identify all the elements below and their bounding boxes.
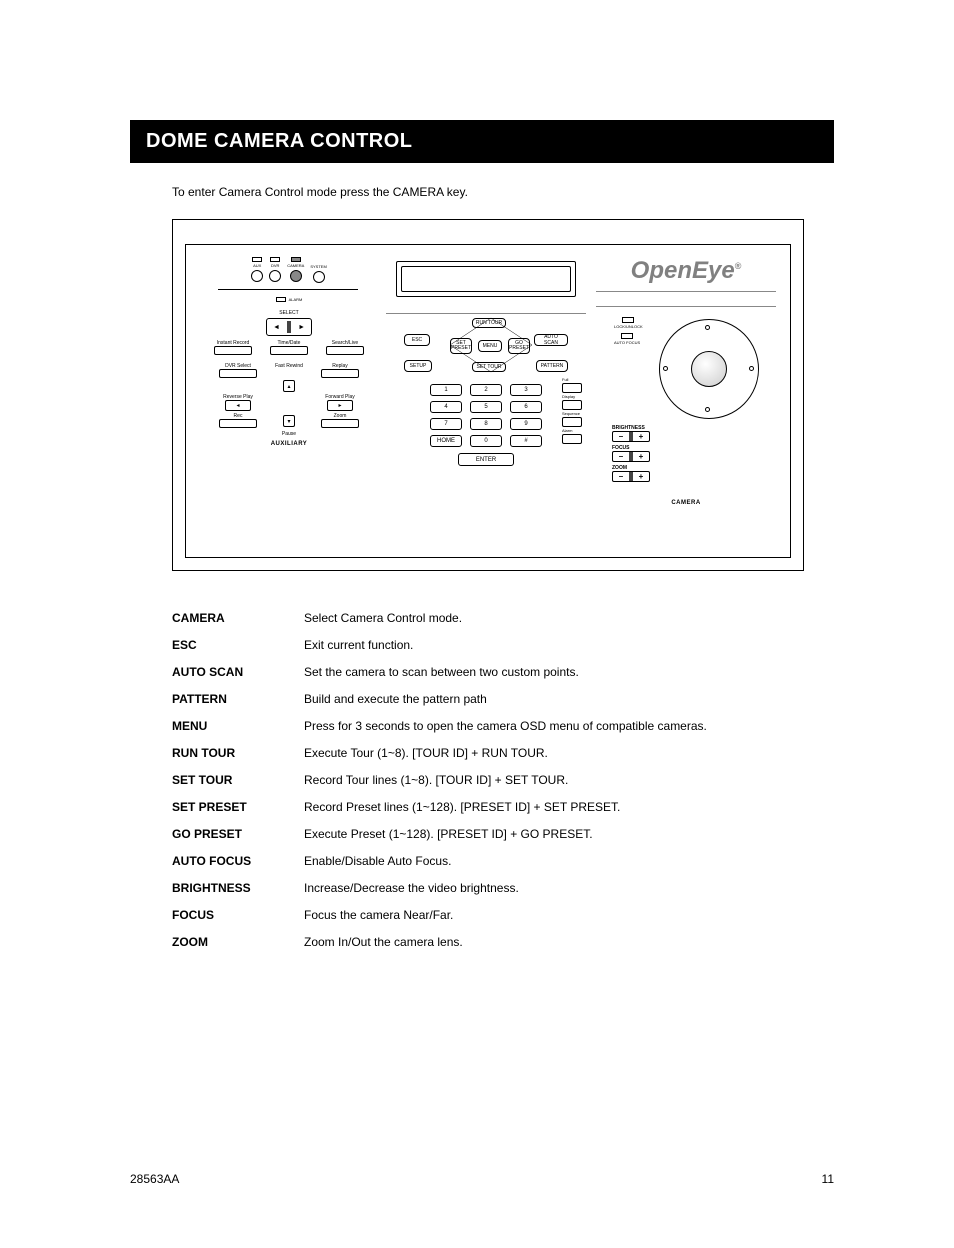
doc-number: 28563AA (130, 1172, 179, 1186)
mode-dvr: DVR (271, 263, 279, 268)
up-button: ▴ (283, 380, 295, 392)
controller-diagram: AUX DVR CAMERA SYSTEM ALARM SELECT ◄► In… (172, 219, 804, 571)
key-0: 0 (470, 435, 502, 447)
menu-diamond: ESC RUN TOUR AUTO SCAN SET PRESET MENU G… (396, 318, 576, 382)
ref-desc: Record Preset lines (1~128). [PRESET ID]… (304, 800, 834, 814)
select-control: ◄► (266, 318, 312, 336)
setup-button: SETUP (404, 360, 432, 372)
lbl-display: Display (562, 394, 575, 399)
key-4: 4 (430, 401, 462, 413)
ref-desc: Exit current function. (304, 638, 834, 652)
ref-term: MENU (172, 719, 304, 733)
key-8: 8 (470, 418, 502, 430)
lbl-fast-rewind: Fast Rewind (275, 363, 303, 369)
ref-desc: Focus the camera Near/Far. (304, 908, 834, 922)
joystick (649, 319, 769, 419)
camera-section-label: CAMERA (596, 500, 776, 506)
ref-term: SET TOUR (172, 773, 304, 787)
alarm-label: ALARM (289, 297, 303, 302)
key-1: 1 (430, 384, 462, 396)
page-footer: 28563AA 11 (130, 1172, 834, 1186)
ref-term: SET PRESET (172, 800, 304, 814)
reference-table: CAMERASelect Camera Control mode. ESCExi… (172, 611, 834, 949)
key-9: 9 (510, 418, 542, 430)
numeric-keypad: 1 2 3 4 5 6 7 8 9 HOME 0 # (430, 384, 542, 447)
page-number: 11 (822, 1172, 834, 1186)
ref-desc: Set the camera to scan between two custo… (304, 665, 834, 679)
down-button: ▾ (283, 415, 295, 427)
ref-term: AUTO FOCUS (172, 854, 304, 868)
ref-desc: Enable/Disable Auto Focus. (304, 854, 834, 868)
keypad-panel: ESC RUN TOUR AUTO SCAN SET PRESET MENU G… (386, 255, 586, 545)
lcd-display (396, 261, 576, 297)
autoscan-button: AUTO SCAN (534, 334, 568, 346)
ref-term: BRIGHTNESS (172, 881, 304, 895)
brightness-label: BRIGHTNESS (612, 425, 776, 431)
key-6: 6 (510, 401, 542, 413)
camera-panel: OpenEye® LOCK/UNLOCK AUTO FOCUS BRI (596, 255, 776, 545)
pattern-button: PATTERN (536, 360, 568, 372)
intro-text: To enter Camera Control mode press the C… (172, 185, 834, 199)
ref-term: CAMERA (172, 611, 304, 625)
key-7: 7 (430, 418, 462, 430)
ref-term: ZOOM (172, 935, 304, 949)
esc-button: ESC (404, 334, 430, 346)
autofocus-label: AUTO FOCUS (614, 340, 640, 345)
brightness-control: –+ (612, 431, 650, 442)
ref-term: RUN TOUR (172, 746, 304, 760)
key-5: 5 (470, 401, 502, 413)
auxiliary-section-label: AUXILIARY (200, 441, 378, 447)
lbl-pause: Pause (200, 431, 378, 437)
ref-desc: Zoom In/Out the camera lens. (304, 935, 834, 949)
ref-term: ESC (172, 638, 304, 652)
section-title: DOME CAMERA CONTROL (130, 120, 834, 163)
key-hash: # (510, 435, 542, 447)
focus-control: –+ (612, 451, 650, 462)
ref-desc: Press for 3 seconds to open the camera O… (304, 719, 834, 733)
key-2: 2 (470, 384, 502, 396)
mode-system: SYSTEM (310, 264, 326, 269)
ref-term: PATTERN (172, 692, 304, 706)
auxiliary-panel: AUX DVR CAMERA SYSTEM ALARM SELECT ◄► In… (200, 255, 378, 545)
lbl-alarm: Alarm (562, 428, 572, 433)
ref-desc: Select Camera Control mode. (304, 611, 834, 625)
select-label: SELECT (200, 310, 378, 316)
ref-desc: Execute Preset (1~128). [PRESET ID] + GO… (304, 827, 834, 841)
lbl-sequence: Sequence (562, 411, 580, 416)
zoom-control: –+ (612, 471, 650, 482)
brand-logo: OpenEye® (596, 257, 776, 285)
ref-desc: Record Tour lines (1~8). [TOUR ID] + SET… (304, 773, 834, 787)
key-home: HOME (430, 435, 462, 447)
ref-term: AUTO SCAN (172, 665, 304, 679)
ref-term: GO PRESET (172, 827, 304, 841)
key-3: 3 (510, 384, 542, 396)
enter-button: ENTER (458, 453, 514, 466)
ref-term: FOCUS (172, 908, 304, 922)
ref-desc: Build and execute the pattern path (304, 692, 834, 706)
ref-desc: Execute Tour (1~8). [TOUR ID] + RUN TOUR… (304, 746, 834, 760)
mode-camera: CAMERA (287, 263, 304, 268)
mode-aux: AUX (253, 263, 261, 268)
lock-label: LOCK/UNLOCK (614, 324, 643, 329)
lbl-full: Full (562, 377, 568, 382)
ref-desc: Increase/Decrease the video brightness. (304, 881, 834, 895)
